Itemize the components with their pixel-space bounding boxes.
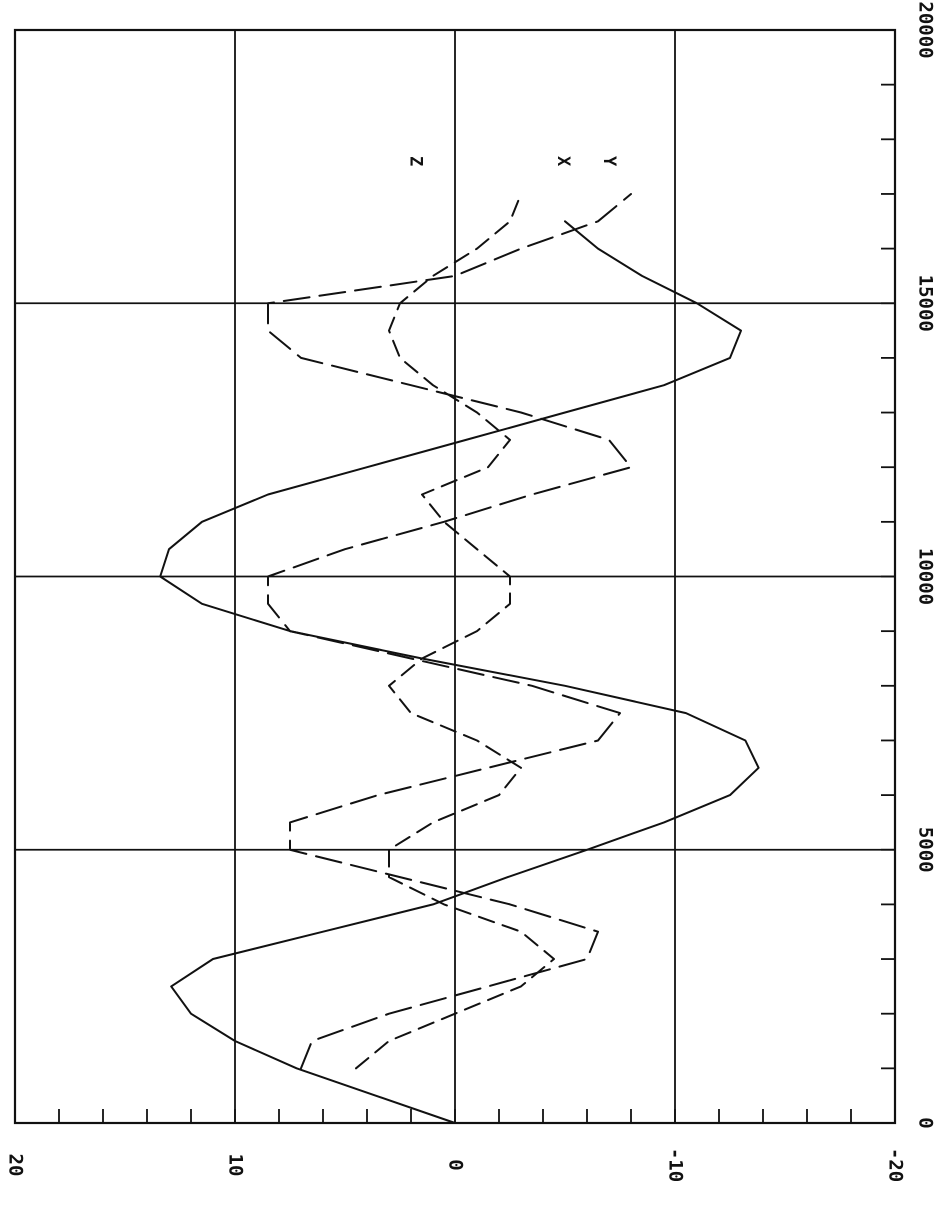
y-tick-label: 0 xyxy=(445,1159,467,1170)
series-label-y: Y xyxy=(599,156,619,167)
x-tick-label: 15000 xyxy=(915,275,937,332)
series-layer xyxy=(159,193,760,1124)
y-tick-label: -10 xyxy=(665,1148,687,1182)
x-tick-label: 10000 xyxy=(915,548,937,605)
label-layer: 20 10 0 -10 -20 0 5000 10000 15000 20000 Z X Y xyxy=(5,1,937,1182)
x-tick-label: 0 xyxy=(915,1117,937,1128)
y-tick-label: -20 xyxy=(885,1148,907,1182)
series-line-y xyxy=(267,193,632,1070)
y-tick-label: 20 xyxy=(5,1154,27,1177)
x-tick-label: 20000 xyxy=(915,1,937,58)
x-tick-label: 5000 xyxy=(915,827,937,873)
series-label-z: Z xyxy=(405,156,425,166)
tick-layer xyxy=(14,29,896,1124)
y-tick-label: 10 xyxy=(225,1154,247,1177)
series-label-x: X xyxy=(553,156,573,167)
series-line-x xyxy=(159,220,760,1124)
series-line-z xyxy=(355,193,555,1070)
